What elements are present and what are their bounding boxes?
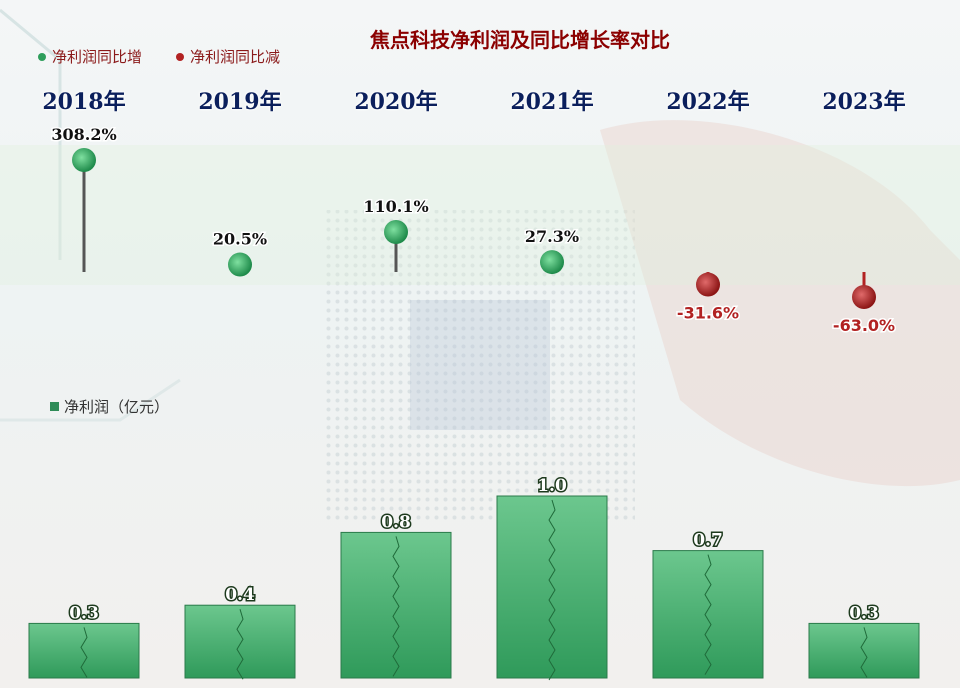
growth-marker-5 xyxy=(852,285,876,309)
legend-profit-marker xyxy=(50,402,59,411)
chart-title: 焦点科技净利润及同比增长率对比 xyxy=(370,28,670,52)
bar-profit-4 xyxy=(652,550,764,679)
year-label-2018: 2018年 xyxy=(42,89,126,115)
legend-decrease-marker xyxy=(176,52,184,61)
growth-value-label-3: 27.3% xyxy=(525,227,579,246)
growth-value-label-1: 20.5% xyxy=(213,230,267,249)
legend-increase: 净利润同比增 xyxy=(38,46,142,67)
growth-value-label-5: -63.0% xyxy=(833,316,895,335)
bar-profit-1 xyxy=(184,604,296,679)
growth-value-label-0: 308.2% xyxy=(51,125,116,144)
growth-value-label-4: -31.6% xyxy=(677,304,739,323)
year-label-2019: 2019年 xyxy=(198,89,282,115)
bar-value-label-5: 0.3 xyxy=(849,603,879,623)
bar-value-label-4: 0.7 xyxy=(693,531,723,551)
bar-seam-1 xyxy=(236,609,244,680)
bar-seam-3 xyxy=(548,499,556,681)
growth-marker-2 xyxy=(384,219,408,244)
year-label-2023: 2023年 xyxy=(822,89,906,115)
bar-seam-0 xyxy=(80,627,88,678)
bar-seam-5 xyxy=(860,627,868,678)
bar-value-label-0: 0.3 xyxy=(69,603,99,623)
growth-marker-1 xyxy=(228,252,252,277)
legend-profit: 净利润（亿元） xyxy=(50,396,169,417)
growth-marker-3 xyxy=(540,250,564,275)
legend-decrease-label: 净利润同比减 xyxy=(190,48,281,66)
growth-marker-0 xyxy=(72,148,96,172)
bar-value-label-3: 1.0 xyxy=(537,476,567,496)
growth-value-label-2: 110.1% xyxy=(363,197,428,216)
legend-increase-label: 净利润同比增 xyxy=(52,48,143,66)
year-label-2021: 2021年 xyxy=(510,89,594,115)
year-label-2020: 2020年 xyxy=(354,89,438,115)
legend-profit-label: 净利润（亿元） xyxy=(64,398,170,416)
bar-value-label-1: 0.4 xyxy=(225,585,255,605)
bar-profit-5 xyxy=(808,622,920,679)
bar-profit-0 xyxy=(28,622,140,679)
bar-profit-2 xyxy=(340,531,452,679)
legend-increase-marker xyxy=(38,52,46,61)
legend-decrease: 净利润同比减 xyxy=(176,46,280,67)
bar-seam-4 xyxy=(704,554,712,675)
bar-profit-3 xyxy=(496,495,608,679)
year-label-2022: 2022年 xyxy=(666,89,750,115)
bar-value-label-2: 0.8 xyxy=(381,512,411,532)
bar-seam-2 xyxy=(392,536,400,677)
growth-marker-4 xyxy=(696,272,720,297)
